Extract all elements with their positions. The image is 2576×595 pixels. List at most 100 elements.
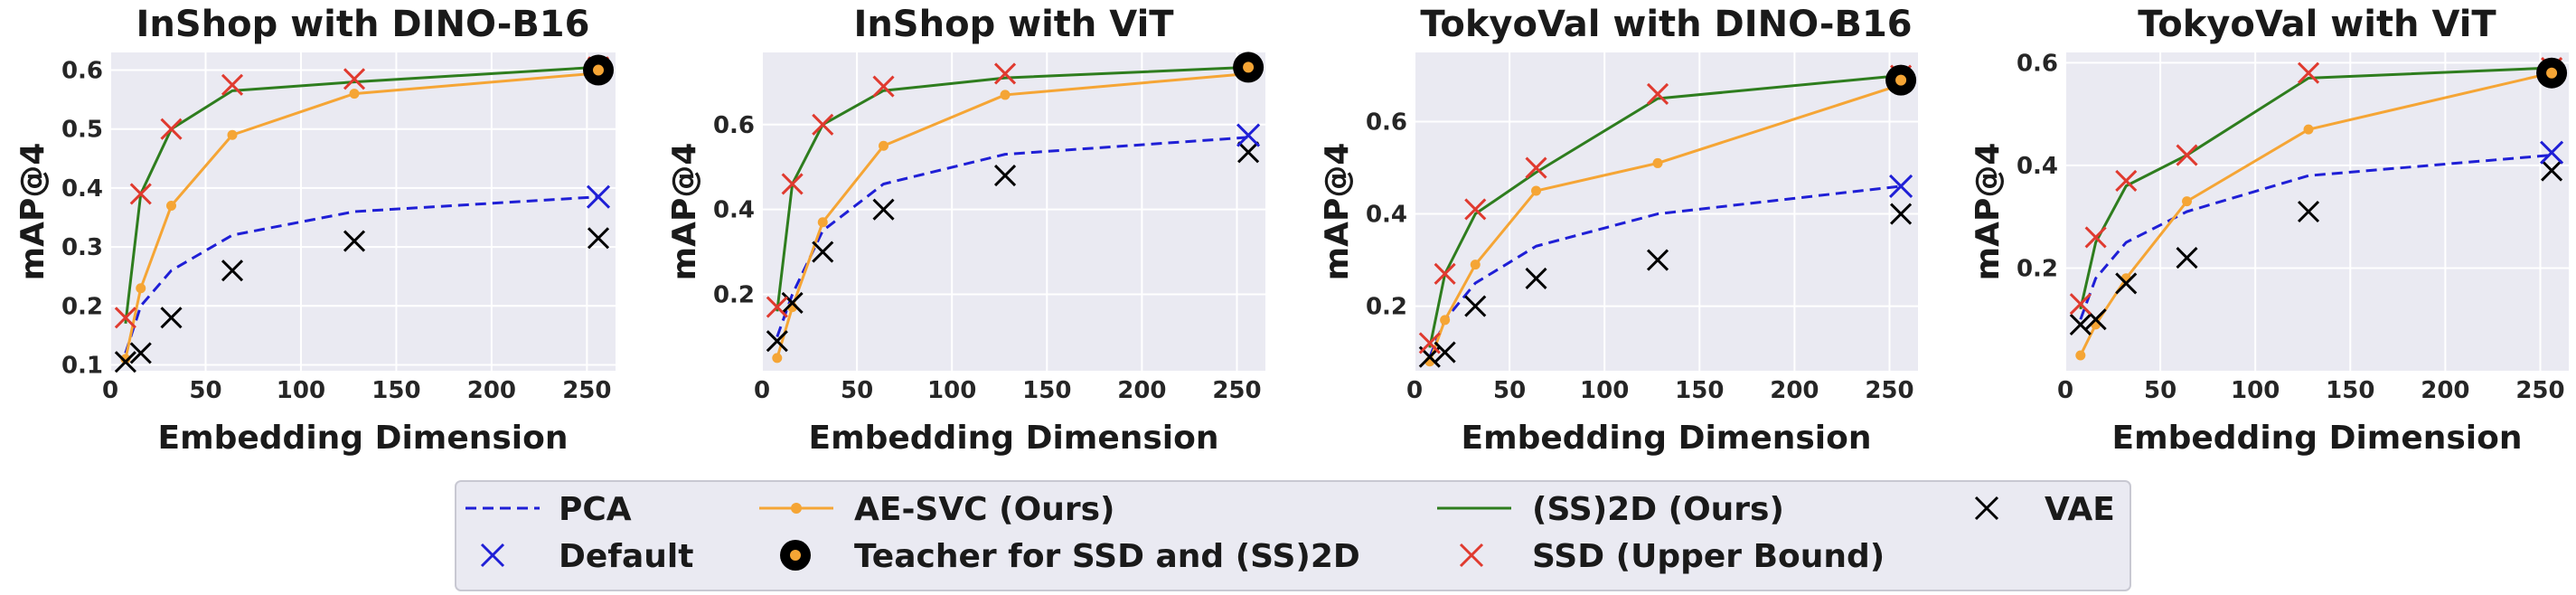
legend-label-ssd: SSD (Upper Bound): [1532, 538, 1885, 575]
data-point-ae_svc: [817, 217, 828, 228]
x-tick-label: 0: [102, 377, 118, 404]
series-line-ss2d: [2079, 66, 2552, 310]
legend-swatch-teacher-inner: [790, 550, 801, 561]
data-point-teacher: [1233, 52, 1264, 83]
data-point-ssd: [114, 307, 136, 329]
series-teacher: [1885, 64, 1917, 96]
x-tick-label: 50: [2144, 377, 2176, 404]
data-point-teacher-inner: [593, 64, 605, 76]
data-point-vae: [993, 165, 1017, 187]
data-point-ae_svc: [1000, 90, 1011, 100]
chart-title: TokyoVal with DINO-B16: [1420, 4, 1912, 45]
x-tick-label: 100: [927, 377, 976, 404]
data-point-ae_svc: [120, 354, 131, 364]
data-point-ssd: [160, 118, 183, 140]
data-point-ae_svc: [136, 283, 146, 294]
chart-panel-4: 0 50 100 150 200 250 0.2 0.4 0.6 TokyoVal with Vi…: [1970, 4, 2569, 457]
y-axis-label: mAP@4: [666, 143, 703, 281]
data-point-ae_svc: [2303, 124, 2314, 135]
x-tick-label: 250: [562, 377, 611, 404]
data-point-ssd: [2084, 226, 2107, 249]
data-point-vae: [1237, 141, 1260, 164]
plot-area: [762, 52, 1265, 371]
x-tick-label: 250: [2515, 377, 2564, 404]
series-line-ae_svc: [124, 71, 599, 360]
x-tick-label: 50: [841, 377, 873, 404]
y-tick-label: 0.2: [1366, 294, 1407, 321]
series-default: [2540, 140, 2564, 165]
y-tick-label: 0.1: [61, 352, 103, 379]
data-point-vae: [1646, 249, 1669, 271]
y-axis-label: mAP@4: [14, 143, 52, 281]
y-tick-label: 0.5: [61, 117, 103, 144]
data-point-vae: [2297, 200, 2320, 223]
data-point-teacher-inner: [1895, 74, 1907, 86]
series-teacher: [2536, 57, 2568, 89]
data-point-ae_svc: [1531, 185, 1542, 196]
series-line-ss2d: [124, 65, 599, 325]
data-point-vae: [872, 198, 895, 221]
data-point-ssd: [2297, 61, 2320, 84]
series-pca: [1428, 184, 1902, 358]
series-line-ae_svc: [776, 71, 1249, 359]
legend: PCA AE-SVC (Ours) (SS)2D (Ours) VAE Default T…: [455, 480, 2131, 591]
series-line-pca: [2079, 154, 2552, 320]
x-axis-label: Embedding Dimension: [1461, 420, 1871, 457]
x-tick-label: 0: [2057, 377, 2073, 404]
x-tick-label: 250: [1865, 377, 1913, 404]
data-point-vae: [1464, 295, 1487, 317]
data-point-vae: [221, 260, 244, 282]
legend-swatch-teacher: [780, 540, 811, 571]
data-point-ae_svc: [879, 140, 889, 151]
data-point-default: [586, 184, 611, 209]
data-point-ssd: [2115, 169, 2138, 192]
x-axis-label: Embedding Dimension: [157, 420, 568, 457]
chart-panel-3: 0 50 100 150 200 250 0.2 0.4 0.6 TokyoVal with DI…: [1319, 4, 1918, 457]
x-tick-label: 150: [1675, 377, 1724, 404]
data-point-ssd: [1464, 198, 1487, 221]
data-point-teacher: [2536, 57, 2568, 89]
data-point-ae_svc: [349, 89, 360, 99]
y-tick-label: 0.6: [2017, 50, 2058, 77]
plot-area: [2065, 52, 2569, 371]
y-tick-label: 0.6: [1366, 109, 1407, 137]
series-vae: [2069, 159, 2563, 335]
x-tick-label: 50: [189, 377, 221, 404]
legend-swatch-vae: [1974, 496, 1999, 521]
data-point-ssd: [221, 73, 244, 96]
legend-entry-teacher: Teacher for SSD and (SS)2D: [780, 538, 1360, 575]
y-tick-label: 0.2: [713, 282, 755, 309]
series-ss2d: [124, 65, 599, 325]
data-point-vae: [129, 342, 152, 364]
data-point-vae: [1525, 267, 1547, 290]
legend-swatch-default: [480, 543, 505, 568]
data-point-default: [2540, 140, 2564, 165]
y-tick-label: 0.6: [713, 112, 755, 139]
data-point-vae: [1434, 341, 1456, 364]
x-tick-label: 150: [2326, 377, 2374, 404]
legend-entry-pca: PCA: [465, 491, 632, 528]
y-tick-label: 0.2: [2017, 255, 2058, 282]
data-point-vae: [343, 230, 366, 252]
data-point-ssd: [129, 183, 152, 205]
data-point-ae_svc: [227, 129, 238, 140]
series-default: [1889, 174, 1913, 199]
series-vae: [1418, 203, 1913, 368]
x-tick-label: 250: [1212, 377, 1261, 404]
series-line-ae_svc: [2079, 71, 2552, 356]
data-point-vae: [587, 227, 610, 250]
data-point-ssd: [993, 62, 1017, 85]
data-point-vae: [114, 351, 136, 373]
data-point-vae: [781, 291, 804, 314]
chart-title: InShop with ViT: [853, 4, 1174, 45]
x-tick-label: 100: [1580, 377, 1629, 404]
series-vae: [114, 227, 610, 373]
series-ss2d: [776, 65, 1249, 312]
series-ssd: [2069, 56, 2563, 316]
x-tick-label: 0: [754, 377, 770, 404]
data-point-vae: [2541, 159, 2563, 182]
data-point-ae_svc: [1652, 157, 1663, 168]
series-line-pca: [124, 195, 599, 354]
legend-entry-ssd: SSD (Upper Bound): [1459, 538, 1885, 575]
y-tick-label: 0.2: [61, 293, 103, 320]
